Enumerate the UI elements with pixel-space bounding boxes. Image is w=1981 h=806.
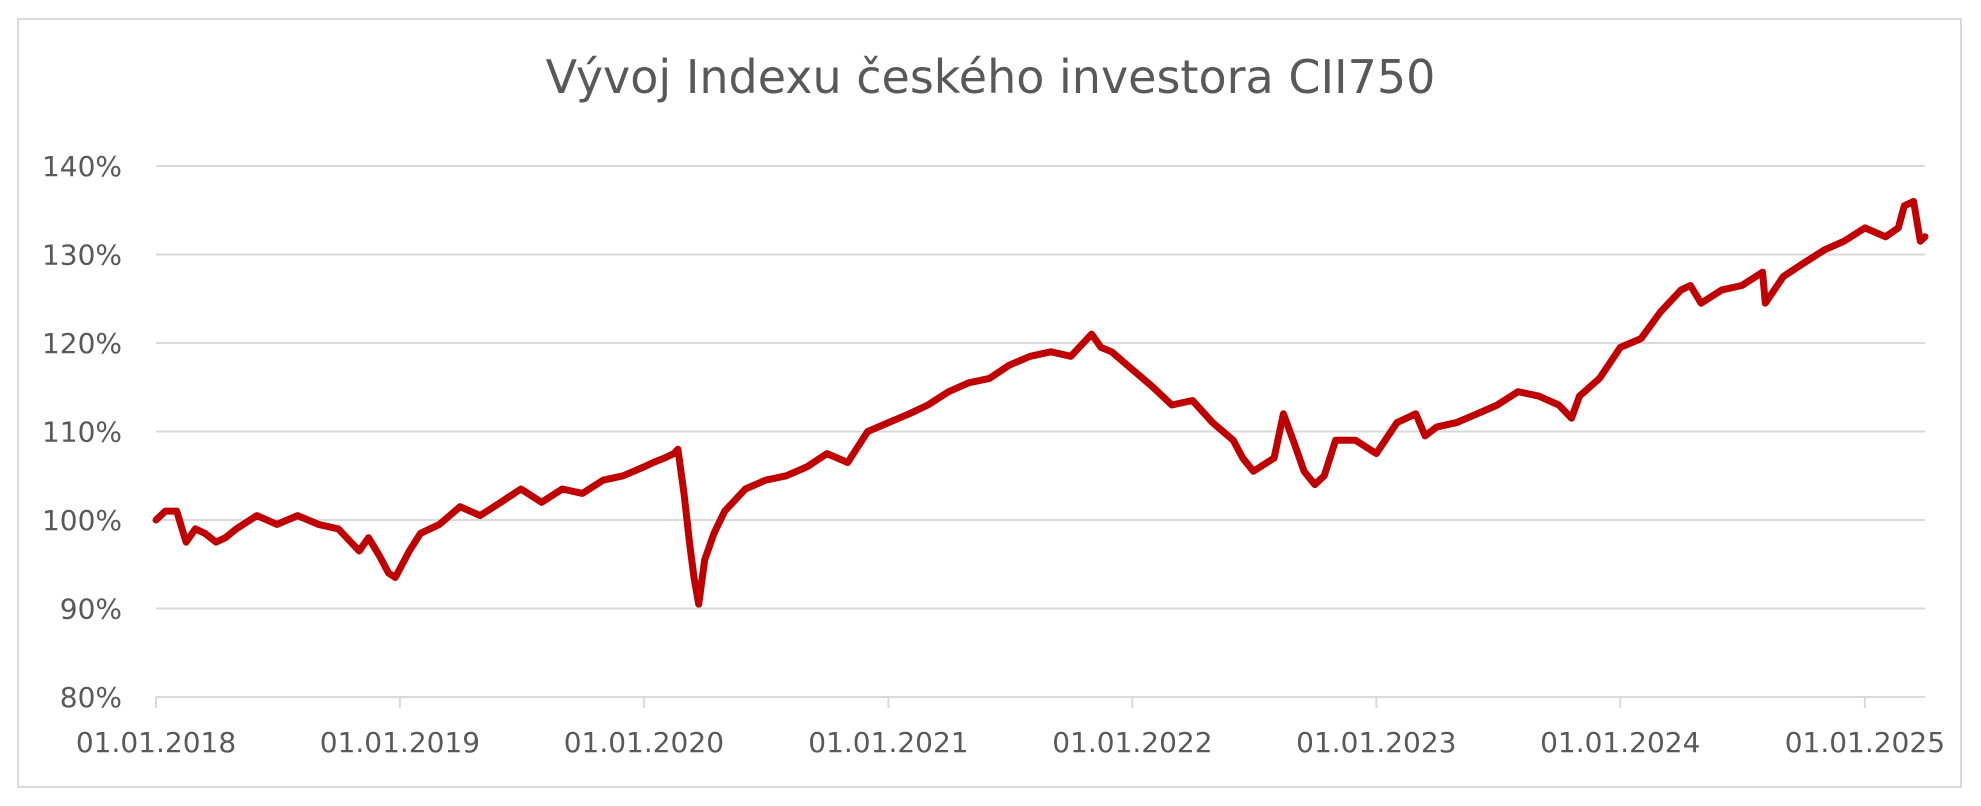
series-line bbox=[152, 197, 1929, 608]
x-tick-label: 01.01.2025 bbox=[1785, 726, 1945, 759]
y-axis-labels: 80% 90% 100% 110% 120% 130% 140% bbox=[42, 150, 122, 714]
y-tick-label: 90% bbox=[60, 593, 122, 626]
x-tick-label: 01.01.2020 bbox=[564, 726, 724, 759]
series-layer bbox=[152, 197, 1929, 608]
x-tick-label: 01.01.2023 bbox=[1296, 726, 1456, 759]
chart-frame bbox=[17, 18, 1962, 788]
y-tick-label: 130% bbox=[42, 239, 122, 272]
y-tick-label: 80% bbox=[60, 681, 122, 714]
y-tick-label: 120% bbox=[42, 327, 122, 360]
y-tick-label: 140% bbox=[42, 150, 122, 183]
x-axis bbox=[155, 696, 1925, 708]
x-tick-label: 01.01.2024 bbox=[1540, 726, 1700, 759]
x-axis-labels: 01.01.2018 01.01.2019 01.01.2020 01.01.2021… bbox=[76, 726, 1945, 759]
x-tick-label: 01.01.2018 bbox=[76, 726, 236, 759]
x-tick-label: 01.01.2022 bbox=[1052, 726, 1212, 759]
x-tick-label: 01.01.2021 bbox=[808, 726, 968, 759]
x-tick-label: 01.01.2019 bbox=[320, 726, 480, 759]
y-tick-label: 110% bbox=[42, 416, 122, 449]
y-tick-label: 100% bbox=[42, 504, 122, 537]
chart-title: Vývoj Indexu českého investora CII750 bbox=[545, 50, 1436, 104]
gridlines bbox=[156, 165, 1925, 610]
